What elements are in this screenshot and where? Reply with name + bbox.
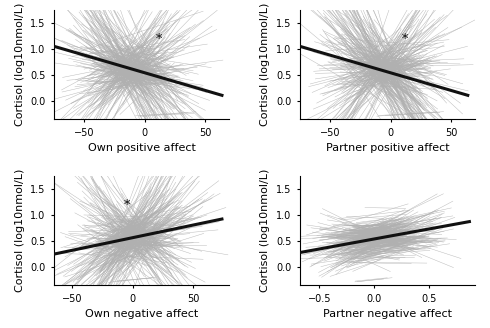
Y-axis label: Cortisol (log10nmol/L): Cortisol (log10nmol/L): [15, 169, 24, 292]
X-axis label: Partner negative affect: Partner negative affect: [323, 309, 452, 319]
X-axis label: Own positive affect: Own positive affect: [88, 143, 196, 153]
X-axis label: Own negative affect: Own negative affect: [85, 309, 198, 319]
Text: *: *: [402, 33, 408, 46]
Text: *: *: [156, 33, 162, 46]
X-axis label: Partner positive affect: Partner positive affect: [326, 143, 449, 153]
Y-axis label: Cortisol (log10nmol/L): Cortisol (log10nmol/L): [261, 3, 270, 126]
Y-axis label: Cortisol (log10nmol/L): Cortisol (log10nmol/L): [15, 3, 24, 126]
Y-axis label: Cortisol (log10nmol/L): Cortisol (log10nmol/L): [261, 169, 270, 292]
Text: *: *: [123, 199, 130, 213]
